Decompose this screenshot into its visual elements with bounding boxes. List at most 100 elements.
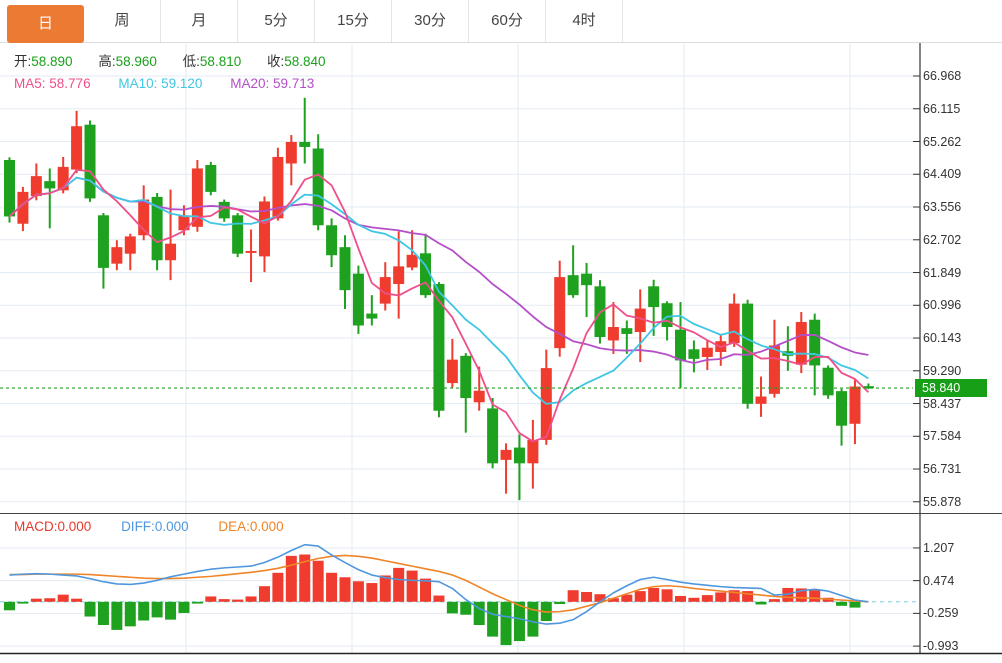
price-tick-label: 62.702 bbox=[923, 232, 962, 247]
candle bbox=[661, 303, 673, 328]
candle bbox=[124, 236, 136, 254]
macd-bar bbox=[688, 597, 700, 602]
tab-4hour[interactable]: 4时 bbox=[546, 0, 623, 42]
macd-bar bbox=[84, 601, 96, 617]
macd-bar bbox=[393, 567, 405, 602]
ma5-line bbox=[8, 169, 870, 443]
macd-bar bbox=[420, 578, 432, 602]
candle bbox=[809, 319, 821, 366]
macd-bar bbox=[272, 572, 284, 602]
candle bbox=[634, 308, 646, 333]
candle bbox=[57, 166, 69, 191]
macd-bar bbox=[809, 590, 821, 602]
tab-15min[interactable]: 15分 bbox=[315, 0, 392, 42]
price-tick-label: 63.556 bbox=[923, 200, 962, 214]
macd-bar bbox=[621, 594, 633, 602]
candle bbox=[728, 303, 740, 344]
timeframe-tabbar: 日 周 月 5分 15分 30分 60分 4时 bbox=[0, 0, 1002, 43]
candle bbox=[742, 303, 754, 404]
candle bbox=[138, 199, 150, 236]
ma5-label: MA5: bbox=[14, 76, 46, 91]
macd-bar bbox=[44, 598, 56, 602]
candle bbox=[245, 250, 257, 253]
candle bbox=[500, 449, 512, 460]
price-tick-label: 64.409 bbox=[923, 167, 962, 182]
ma10-label: MA10: bbox=[118, 76, 158, 91]
open-label: 开: bbox=[14, 54, 32, 69]
macd-tick-label: 0.474 bbox=[923, 573, 955, 588]
ma10-line bbox=[8, 176, 869, 405]
candle bbox=[648, 286, 660, 308]
candle bbox=[420, 253, 432, 296]
macd-bar bbox=[406, 570, 418, 602]
candle bbox=[567, 275, 579, 296]
candle bbox=[30, 176, 42, 197]
price-tick-label: 66.968 bbox=[923, 69, 962, 83]
macd-bar bbox=[648, 587, 660, 602]
candle bbox=[97, 215, 109, 268]
candle bbox=[513, 447, 525, 464]
open-value: 58.890 bbox=[31, 54, 73, 69]
macd-bar bbox=[742, 591, 754, 602]
macd-bar bbox=[326, 572, 338, 602]
tab-60min[interactable]: 60分 bbox=[469, 0, 546, 42]
price-tick-label: 55.878 bbox=[923, 494, 962, 509]
macd-bar bbox=[124, 601, 136, 627]
candle bbox=[326, 225, 338, 256]
dea-label: DEA: bbox=[218, 519, 250, 534]
tab-month[interactable]: 月 bbox=[161, 0, 238, 42]
macd-bar bbox=[218, 599, 230, 602]
macd-bar bbox=[17, 601, 29, 604]
macd-bar bbox=[30, 598, 42, 602]
low-label: 低: bbox=[182, 54, 200, 69]
macd-bar bbox=[205, 596, 217, 602]
tab-30min[interactable]: 30分 bbox=[392, 0, 469, 42]
candle bbox=[352, 273, 364, 326]
price-tick-label: 60.143 bbox=[923, 331, 962, 346]
price-tick-label: 59.290 bbox=[923, 363, 962, 378]
macd-bar bbox=[299, 554, 311, 602]
macd-bar bbox=[473, 601, 485, 626]
price-tick-label: 66.115 bbox=[923, 101, 961, 116]
price-tick-label: 58.437 bbox=[923, 396, 962, 411]
macd-bar bbox=[594, 594, 606, 602]
macd-bar bbox=[607, 598, 619, 602]
tab-5min[interactable]: 5分 bbox=[238, 0, 315, 42]
candle bbox=[822, 367, 834, 396]
candle bbox=[205, 164, 217, 192]
candle bbox=[460, 355, 472, 399]
macd-bar bbox=[245, 596, 257, 602]
macd-bar bbox=[232, 599, 244, 602]
macd-bar bbox=[836, 601, 848, 606]
macd-bar bbox=[849, 601, 861, 608]
candle bbox=[84, 124, 96, 199]
candle bbox=[621, 328, 633, 334]
candle bbox=[554, 277, 566, 349]
macd-bar bbox=[71, 598, 83, 602]
macd-bar bbox=[57, 594, 69, 602]
tab-day[interactable]: 日 bbox=[7, 5, 84, 43]
price-tick-label: 57.584 bbox=[923, 429, 962, 444]
tab-week[interactable]: 周 bbox=[84, 0, 161, 42]
candle bbox=[111, 247, 123, 264]
macd-bar bbox=[513, 601, 525, 642]
candle bbox=[232, 215, 244, 254]
candle bbox=[836, 391, 848, 426]
macd-bar bbox=[379, 575, 391, 602]
price-tick-label: 61.849 bbox=[923, 265, 962, 280]
candle bbox=[151, 196, 163, 261]
ma-legend: MA5: 58.776 MA10: 59.120 MA20: 59.713 bbox=[14, 76, 338, 91]
macd-bar bbox=[151, 601, 163, 618]
diff-value: 0.000 bbox=[154, 519, 189, 534]
candle bbox=[379, 277, 391, 304]
macd-bar bbox=[178, 601, 190, 613]
diff-line bbox=[9, 543, 869, 625]
candle bbox=[299, 141, 311, 147]
macd-bar bbox=[768, 599, 780, 602]
candle bbox=[191, 168, 203, 227]
candle bbox=[4, 160, 15, 217]
macd-bar bbox=[138, 601, 150, 621]
macd-bar bbox=[487, 601, 499, 637]
macd-bar bbox=[500, 601, 512, 646]
